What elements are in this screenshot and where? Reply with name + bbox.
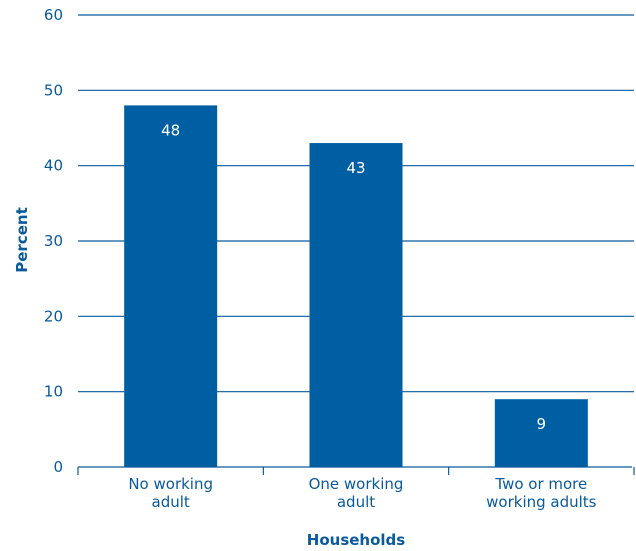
x-axis-title: Households: [307, 531, 406, 549]
bar: [494, 399, 588, 467]
y-tick-label: 30: [44, 232, 63, 250]
bar-data-label: 9: [537, 415, 547, 433]
x-category-label: No working adult: [128, 475, 213, 511]
bar-data-label: 48: [161, 121, 180, 139]
bars: 48 43 9: [124, 105, 588, 468]
x-category-label: Two or more working adults: [486, 475, 597, 511]
y-tick-label: 60: [44, 6, 63, 24]
y-axis-title: Percent: [13, 207, 31, 272]
y-tick-label: 10: [44, 383, 63, 401]
bar: [309, 143, 403, 468]
y-tick-label: 20: [44, 307, 63, 325]
x-category-label: One working adult: [309, 475, 404, 511]
y-axis-tick-labels: 0 10 20 30 40 50 60: [44, 6, 63, 476]
x-axis: No working adult One working adult Two or mo…: [77, 466, 635, 511]
bar-data-label: 43: [346, 159, 365, 177]
bar: [124, 105, 218, 468]
y-tick-label: 40: [44, 157, 63, 175]
y-tick-label: 50: [44, 81, 63, 99]
y-tick-label: 0: [53, 458, 63, 476]
